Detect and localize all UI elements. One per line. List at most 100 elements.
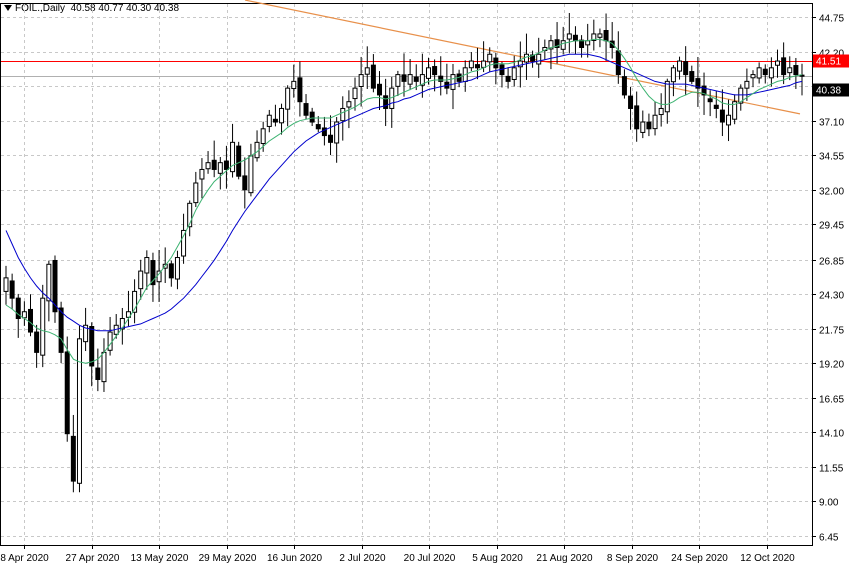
candle-body (199, 168, 205, 180)
candle-body (101, 351, 107, 383)
candle-body (27, 308, 33, 333)
candle-body (9, 280, 15, 299)
candle-body (260, 128, 266, 145)
candle-body (272, 118, 278, 123)
candle-body (187, 202, 193, 228)
candle-body (76, 338, 82, 484)
candle-body (236, 145, 242, 177)
candle-body (297, 77, 303, 103)
x-tick-label: 21 Aug 2020 (536, 553, 593, 564)
candle-body (419, 74, 425, 86)
symbol-timeframe: FOIL.,Daily (15, 3, 66, 14)
candle-body (107, 331, 113, 351)
candle-body (395, 74, 401, 87)
dropdown-triangle-icon[interactable] (4, 5, 12, 12)
candle-body (217, 162, 223, 174)
candle-body (646, 121, 652, 130)
candle-body (413, 76, 419, 82)
y-tick-label: 32.00 (819, 187, 844, 198)
x-tick-label: 2 Jul 2020 (339, 553, 386, 564)
candle-body (407, 74, 413, 85)
candle-body (719, 109, 725, 123)
candle-body (425, 67, 431, 79)
current-price-label: 40.38 (816, 86, 841, 97)
candle-body (285, 87, 291, 110)
candle-body (768, 67, 774, 79)
candle-body (315, 124, 321, 130)
candle-body (585, 40, 591, 46)
candle-body (279, 107, 285, 124)
candle-body (174, 257, 180, 280)
candle-body (223, 160, 229, 170)
candle-body (230, 141, 236, 173)
y-tick-label: 16.65 (819, 395, 844, 406)
candle-body (695, 78, 701, 89)
candle-body (334, 121, 340, 144)
x-tick-label: 5 Aug 2020 (472, 553, 523, 564)
candle-body (621, 76, 627, 96)
candle-body (3, 277, 9, 292)
y-tick-label: 11.55 (819, 464, 844, 475)
candle-body (309, 111, 315, 123)
candle-body (591, 33, 597, 41)
candle-body (401, 74, 407, 82)
candle-body (615, 50, 621, 76)
candle-body (579, 39, 585, 48)
candle-body (340, 107, 346, 122)
candle-body (664, 80, 670, 113)
y-tick-label: 42.20 (819, 49, 844, 60)
candle-body (707, 98, 713, 103)
candle-body (64, 351, 70, 435)
candle-body (21, 311, 27, 319)
candle-body (738, 87, 744, 104)
candle-body (652, 114, 658, 130)
x-tick-label: 8 Sep 2020 (607, 553, 659, 564)
candle-body (762, 68, 768, 76)
candle-body (138, 270, 144, 290)
candle-body (89, 326, 95, 367)
candle-body (352, 87, 358, 100)
candle-body (787, 67, 793, 74)
candle-body (511, 67, 517, 80)
candle-body (291, 80, 297, 90)
candle-body (358, 74, 364, 87)
x-tick-label: 13 May 2020 (131, 553, 189, 564)
candle-body (205, 162, 211, 170)
candle-body (793, 65, 799, 76)
candle-body (83, 324, 89, 343)
x-tick-label: 29 May 2020 (199, 553, 257, 564)
x-tick-label: 24 Sep 2020 (671, 553, 728, 564)
candle-body (701, 85, 707, 96)
y-tick-label: 34.55 (819, 152, 844, 163)
candle-body (548, 40, 554, 50)
candle-body (119, 318, 125, 330)
y-tick-label: 29.45 (819, 221, 844, 232)
candle-body (46, 263, 52, 302)
candle-body (58, 307, 64, 353)
y-tick-label: 37.10 (819, 118, 844, 129)
candle-body (530, 54, 536, 62)
candle-body (150, 260, 156, 286)
candle-body (193, 182, 199, 204)
y-tick-label: 24.30 (819, 291, 844, 302)
y-tick-label: 6.45 (819, 533, 839, 544)
candle-body (52, 259, 58, 313)
candle-body (609, 40, 615, 48)
candle-body (670, 67, 676, 83)
candle-body (468, 60, 474, 69)
candle-body (683, 61, 689, 76)
candle-body (40, 297, 46, 356)
candle-body (517, 60, 523, 68)
y-tick-label: 21.75 (819, 326, 844, 337)
candle-body (634, 105, 640, 130)
candle-body (536, 53, 542, 65)
candle-body (377, 83, 383, 96)
candle-body (364, 67, 370, 75)
x-tick-label: 12 Oct 2020 (740, 553, 795, 564)
candle-body (799, 74, 805, 77)
candle-body (132, 290, 138, 313)
candle-body (95, 367, 101, 380)
candle-body (560, 40, 566, 50)
